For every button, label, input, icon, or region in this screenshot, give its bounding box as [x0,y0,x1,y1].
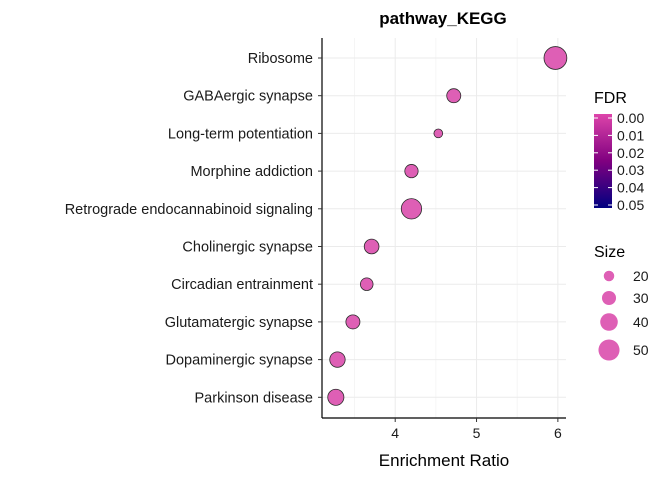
y-tick-labels: Ribosome GABAergic synapse Long-term poten… [65,51,322,406]
fdr-tick-label: 0.05 [617,197,644,213]
y-tick-label: Dopaminergic synapse [166,353,314,369]
size-legend-label: 40 [633,314,649,330]
y-tick-label: Glutamatergic synapse [165,315,313,331]
fdr-legend-title: FDR [594,90,627,107]
fdr-tick-label: 0.00 [617,110,644,126]
data-point [446,88,462,104]
size-legend-circle [603,270,615,282]
y-tick-label: Ribosome [248,51,313,67]
fdr-tick-label: 0.02 [617,145,644,161]
size-legend-circle [600,313,618,331]
data-points [327,46,568,406]
data-point [363,238,380,255]
data-point [360,277,374,291]
fdr-tick-label: 0.04 [617,180,644,196]
y-tick-label: Parkinson disease [195,390,314,406]
size-legend-items: 20 30 40 50 [598,268,649,361]
fdr-tick-label: 0.03 [617,162,644,178]
size-legend-circle [601,290,617,306]
x-ticks: 4 5 6 [391,418,562,441]
y-tick-label: Cholinergic synapse [182,240,313,256]
size-legend: Size 20 30 40 50 [594,244,649,361]
size-legend-circle [598,339,620,361]
data-point [327,388,345,406]
y-tick-label: Circadian entrainment [171,277,313,293]
x-tick-label: 6 [554,425,562,441]
fdr-legend-ticks: 0.000.01 0.020.03 0.040.05 [594,110,644,213]
data-point [404,164,419,179]
x-tick-label: 4 [391,425,399,441]
data-point [329,351,346,368]
fdr-tick-label: 0.01 [617,127,644,143]
y-tick-label: Retrograde endocannabinoid signaling [65,202,313,218]
data-point [543,46,568,70]
size-legend-label: 20 [633,268,649,284]
x-axis-title: Enrichment Ratio [379,451,509,470]
size-legend-label: 30 [633,290,649,306]
y-tick-label: Morphine addiction [190,164,313,180]
x-tick-label: 5 [473,425,481,441]
chart-title: pathway_KEGG [379,9,507,28]
size-legend-title: Size [594,244,625,261]
data-point [400,198,423,220]
size-legend-label: 50 [633,342,649,358]
fdr-colorbar [594,114,612,208]
y-tick-label: Long-term potentiation [168,126,313,142]
data-point [345,314,361,330]
data-point [433,128,444,139]
fdr-legend: FDR 0.000.01 0.020.03 0.040.05 [594,90,644,213]
grid [322,38,566,418]
y-tick-label: GABAergic synapse [183,89,313,105]
